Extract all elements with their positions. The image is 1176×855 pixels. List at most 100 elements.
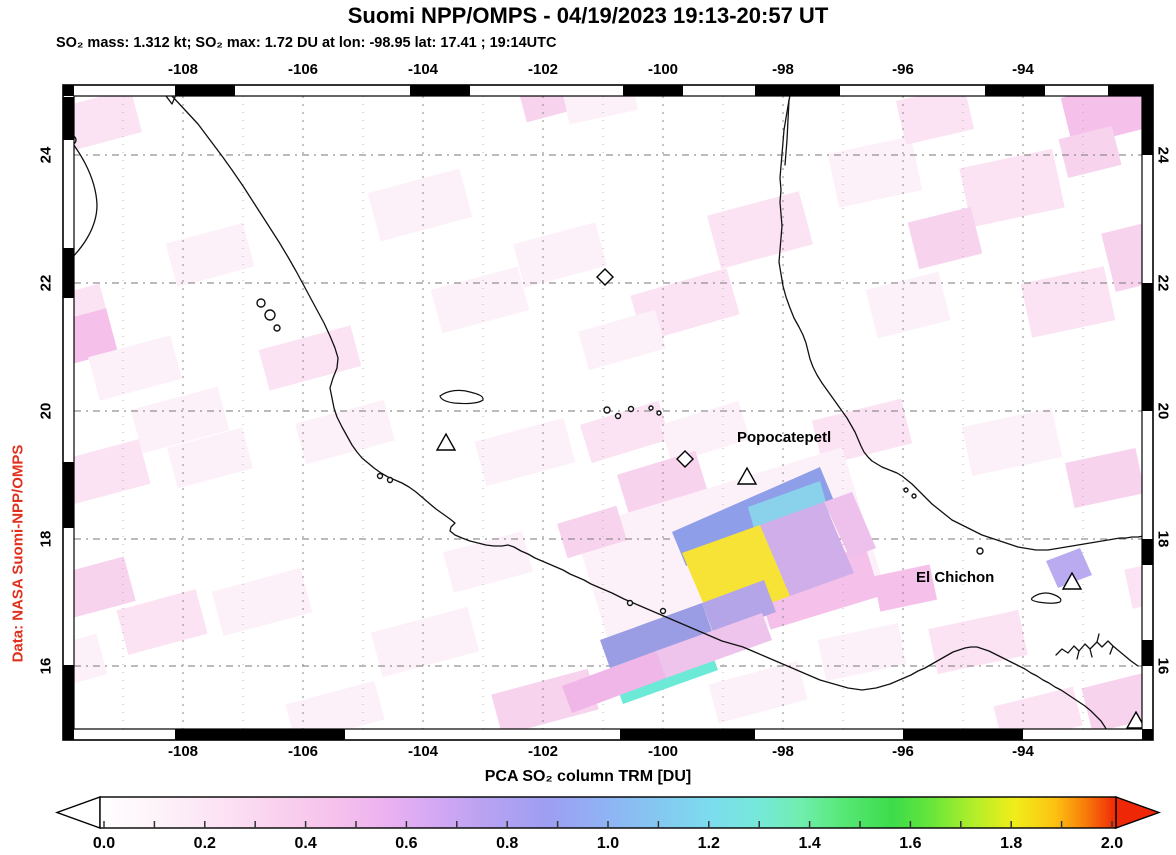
colorbar-overflow-arrow xyxy=(1115,796,1162,829)
so2-noise-pixel xyxy=(827,136,923,208)
volcano-triangle-marker xyxy=(1061,571,1083,590)
so2-noise-pixel xyxy=(285,680,385,729)
figure-title: Suomi NPP/OMPS - 04/19/2023 19:13-20:57 … xyxy=(347,3,829,28)
so2-noise-pixel xyxy=(474,417,576,487)
so2-noise-pixel xyxy=(1101,218,1142,292)
so2-noise-pixel xyxy=(959,148,1065,228)
so2-noise-pixel xyxy=(907,206,983,270)
lon-tick-label: -104 xyxy=(407,743,439,760)
map-frame-inner xyxy=(73,95,1143,730)
colorbar-tick-label: 1.6 xyxy=(899,835,922,852)
islet xyxy=(614,412,622,420)
so2-noise-pixel xyxy=(370,606,480,678)
volcano-triangle-marker xyxy=(435,432,457,451)
islet xyxy=(256,298,266,308)
islet xyxy=(273,324,281,332)
city-diamond-marker xyxy=(676,450,694,468)
so2-noise-pixel xyxy=(1060,96,1142,147)
lake xyxy=(1030,592,1062,604)
lon-tick-label: -96 xyxy=(892,743,914,760)
so2-plume-cell xyxy=(702,580,776,635)
lon-tick-label: -106 xyxy=(287,61,319,78)
so2-noise-pixel xyxy=(513,222,607,288)
border-segment xyxy=(175,85,235,96)
so2-noise-pixel xyxy=(166,427,254,489)
border-segment xyxy=(985,85,1045,96)
so2-noise-pixel xyxy=(258,325,362,391)
so2-noise-pixel xyxy=(1124,561,1142,609)
so2-noise-pixel xyxy=(74,439,151,505)
border-corner xyxy=(63,85,74,96)
islet xyxy=(603,406,611,414)
colorbar-tick-label: 1.2 xyxy=(697,835,720,852)
border-segment xyxy=(63,462,74,528)
so2-noise-pixel xyxy=(1058,125,1122,179)
lon-tick-label: -102 xyxy=(527,61,559,78)
border-segment xyxy=(1142,283,1153,411)
islet xyxy=(626,599,634,607)
colorbar-tick-label: 0.2 xyxy=(193,835,216,852)
so2-plume-cell xyxy=(824,492,876,558)
islet xyxy=(376,472,384,480)
so2-noise-pixel xyxy=(74,556,136,620)
border-segment xyxy=(175,729,345,740)
colorbar-tick-label: 1.4 xyxy=(798,835,821,852)
lon-tick-label: -94 xyxy=(1012,743,1034,760)
islet xyxy=(656,410,662,416)
border-segment xyxy=(903,729,1023,740)
city-diamond-marker xyxy=(596,268,614,286)
islet xyxy=(648,405,654,411)
volcano-triangle-marker xyxy=(1125,710,1142,729)
lon-tick-label: -100 xyxy=(647,61,679,78)
so2-noise-pixel xyxy=(811,398,913,466)
so2-noise-pixel xyxy=(708,660,808,724)
colorbar-tick-label: 0.4 xyxy=(294,835,317,852)
volcano-label-el-chichon: El Chichon xyxy=(916,569,995,586)
so2-noise-pixel xyxy=(1065,448,1142,508)
border-corner xyxy=(63,729,74,740)
so2-noise-pixel xyxy=(367,168,473,242)
so2-noise-pixel xyxy=(865,271,951,339)
volcano-label-popocatepetl: Popocatepetl xyxy=(737,429,832,446)
so2-noise-pixel xyxy=(659,400,751,464)
so2-noise-pixel xyxy=(74,96,143,152)
so2-noise-pixel xyxy=(993,686,1083,729)
lon-tick-label: -104 xyxy=(407,61,439,78)
so2-plume-cell xyxy=(600,603,712,668)
lagoon-barrier xyxy=(784,99,790,166)
lon-tick-label: -108 xyxy=(167,743,199,760)
so2-plume-cell xyxy=(656,613,772,678)
volcano-triangle-marker xyxy=(736,466,758,485)
so2-noise-pixel xyxy=(1081,670,1142,729)
islet xyxy=(903,487,909,493)
border-corner xyxy=(1142,85,1153,96)
lon-tick-label: -98 xyxy=(772,743,794,760)
so2-plume-cell xyxy=(1046,548,1092,588)
colorbar-tick-label: 0.8 xyxy=(496,835,519,852)
border-segment xyxy=(63,665,74,740)
coast-gulf xyxy=(778,96,1142,551)
colorbar-tick-label: 0.0 xyxy=(92,835,116,852)
colorbar-tick-label: 2.0 xyxy=(1100,835,1124,852)
so2-noise-pixel xyxy=(116,589,208,655)
border-segment xyxy=(620,729,755,740)
border-corner xyxy=(1142,729,1153,740)
baja-cape xyxy=(74,144,98,257)
so2-noise-pixel xyxy=(74,308,118,368)
so2-noise-pixel xyxy=(562,96,638,125)
so2-plume-cell xyxy=(562,651,666,713)
lake xyxy=(439,389,484,405)
border-segment xyxy=(623,85,683,96)
so2-noise-pixel xyxy=(557,505,627,559)
chiapas-lagoons xyxy=(1055,633,1139,667)
border-segment xyxy=(755,85,840,96)
colorbar-tick-label: 1.0 xyxy=(596,835,620,852)
border-segment xyxy=(1142,539,1153,565)
lon-tick-label: -106 xyxy=(287,743,319,760)
coast-west xyxy=(171,96,1107,729)
coast-fork xyxy=(165,96,176,105)
so2-noise-pixel xyxy=(88,335,182,401)
islet xyxy=(659,607,667,615)
so2-noise-pixel xyxy=(165,222,255,288)
so2-noise-pixel xyxy=(74,633,108,691)
